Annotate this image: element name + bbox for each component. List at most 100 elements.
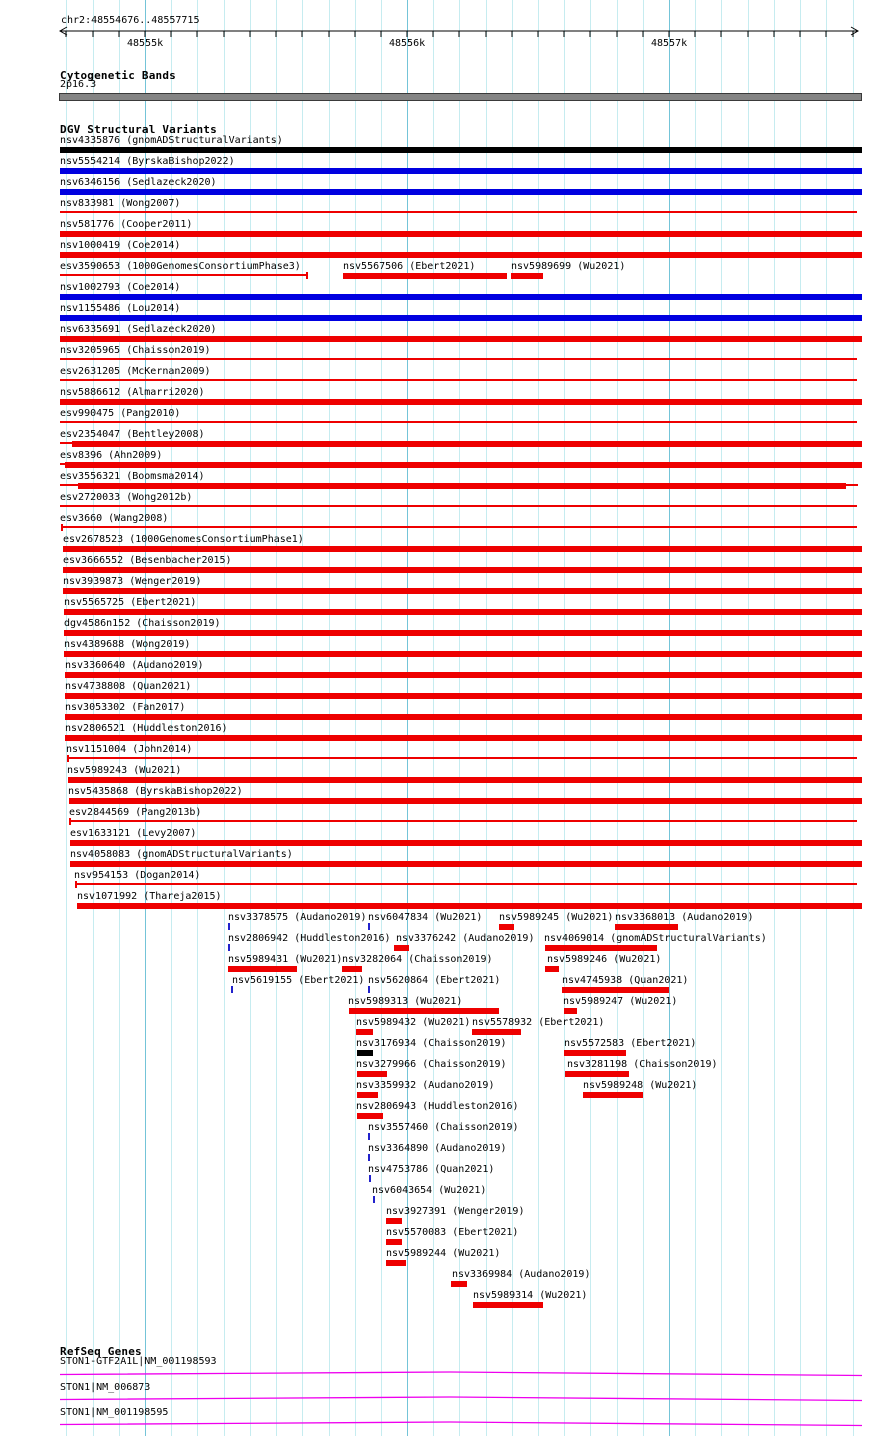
variant-label[interactable]: nsv833981 (Wong2007) bbox=[60, 198, 181, 209]
variant-label[interactable]: esv3660 (Wang2008) bbox=[60, 513, 169, 524]
variant-bar[interactable] bbox=[65, 735, 862, 741]
variant-bar[interactable] bbox=[511, 273, 543, 279]
variant-bar[interactable] bbox=[63, 567, 862, 573]
variant-bar[interactable] bbox=[356, 1029, 373, 1035]
variant-bar[interactable] bbox=[63, 546, 862, 552]
variant-label[interactable]: nsv5619155 (Ebert2021) bbox=[232, 975, 365, 986]
variant-bar[interactable] bbox=[368, 1133, 370, 1140]
variant-bar[interactable] bbox=[60, 358, 857, 360]
variant-bar[interactable] bbox=[60, 505, 857, 507]
variant-bar[interactable] bbox=[343, 273, 507, 279]
variant-bar[interactable] bbox=[583, 1092, 643, 1098]
transcript-label[interactable]: STON1|NM_001198595 bbox=[60, 1407, 169, 1418]
variant-label[interactable]: esv2354047 (Bentley2008) bbox=[60, 429, 205, 440]
transcript-label[interactable]: STON1|NM_006873 bbox=[60, 1382, 151, 1393]
variant-bar[interactable] bbox=[60, 379, 857, 381]
variant-bar[interactable] bbox=[60, 274, 306, 276]
variant-label[interactable]: nsv3282064 (Chaisson2019) bbox=[342, 954, 493, 965]
variant-bar[interactable] bbox=[394, 945, 409, 951]
variant-label[interactable]: nsv5565725 (Ebert2021) bbox=[64, 597, 197, 608]
variant-bar[interactable] bbox=[342, 966, 362, 972]
variant-label[interactable]: nsv5989314 (Wu2021) bbox=[473, 1290, 588, 1301]
transcript-line[interactable] bbox=[59, 1371, 863, 1377]
variant-bar[interactable] bbox=[368, 923, 370, 930]
variant-bar[interactable] bbox=[228, 944, 230, 951]
variant-label[interactable]: nsv3279966 (Chaisson2019) bbox=[356, 1059, 507, 1070]
variant-bar[interactable] bbox=[60, 252, 862, 258]
variant-bar[interactable] bbox=[565, 1071, 629, 1077]
variant-label[interactable]: nsv954153 (Dogan2014) bbox=[74, 870, 201, 881]
variant-bar[interactable] bbox=[65, 672, 862, 678]
variant-label[interactable]: esv2631205 (McKernan2009) bbox=[60, 366, 211, 377]
variant-bar[interactable] bbox=[75, 881, 77, 888]
variant-bar[interactable] bbox=[60, 231, 862, 237]
variant-bar[interactable] bbox=[67, 755, 69, 762]
variant-bar[interactable] bbox=[473, 1302, 543, 1308]
variant-label[interactable]: nsv5620864 (Ebert2021) bbox=[368, 975, 501, 986]
variant-label[interactable]: nsv5989699 (Wu2021) bbox=[511, 261, 626, 272]
variant-label[interactable]: nsv581776 (Cooper2011) bbox=[60, 219, 193, 230]
variant-bar[interactable] bbox=[368, 1154, 370, 1161]
variant-bar[interactable] bbox=[67, 757, 857, 759]
variant-label[interactable]: nsv5554214 (ByrskaBishop2022) bbox=[60, 156, 235, 167]
variant-bar[interactable] bbox=[60, 294, 862, 300]
variant-label[interactable]: nsv3927391 (Wenger2019) bbox=[386, 1206, 525, 1217]
variant-label[interactable]: esv2678523 (1000GenomesConsortiumPhase1) bbox=[63, 534, 304, 545]
variant-label[interactable]: nsv1151004 (John2014) bbox=[66, 744, 193, 755]
cytoband-bar[interactable] bbox=[59, 93, 862, 101]
variant-label[interactable]: esv990475 (Pang2010) bbox=[60, 408, 181, 419]
variant-bar[interactable] bbox=[60, 168, 862, 174]
variant-label[interactable]: nsv5989431 (Wu2021) bbox=[228, 954, 343, 965]
variant-bar[interactable] bbox=[63, 588, 862, 594]
ruler[interactable] bbox=[0, 0, 890, 60]
variant-bar[interactable] bbox=[61, 524, 63, 531]
variant-bar[interactable] bbox=[499, 924, 514, 930]
variant-bar[interactable] bbox=[60, 211, 857, 213]
variant-bar[interactable] bbox=[60, 484, 78, 486]
variant-label[interactable]: nsv2806943 (Huddleston2016) bbox=[356, 1101, 519, 1112]
variant-bar[interactable] bbox=[60, 442, 72, 444]
variant-label[interactable]: nsv5989313 (Wu2021) bbox=[348, 996, 463, 1007]
variant-bar[interactable] bbox=[451, 1281, 467, 1287]
variant-bar[interactable] bbox=[357, 1113, 383, 1119]
variant-bar[interactable] bbox=[60, 336, 862, 342]
variant-label[interactable]: nsv3205965 (Chaisson2019) bbox=[60, 345, 211, 356]
variant-label[interactable]: nsv5578932 (Ebert2021) bbox=[472, 1017, 605, 1028]
variant-label[interactable]: nsv1002793 (Coe2014) bbox=[60, 282, 181, 293]
variant-label[interactable]: esv3590653 (1000GenomesConsortiumPhase3) bbox=[60, 261, 301, 272]
variant-label[interactable]: esv3666552 (Besenbacher2015) bbox=[63, 555, 232, 566]
variant-label[interactable]: nsv4058083 (gnomADStructuralVariants) bbox=[70, 849, 293, 860]
variant-bar[interactable] bbox=[369, 1175, 371, 1182]
variant-label[interactable]: nsv1155486 (Lou2014) bbox=[60, 303, 181, 314]
variant-bar[interactable] bbox=[70, 861, 862, 867]
variant-bar[interactable] bbox=[349, 1008, 499, 1014]
variant-bar[interactable] bbox=[386, 1239, 402, 1245]
variant-bar[interactable] bbox=[60, 147, 862, 153]
variant-bar[interactable] bbox=[65, 693, 862, 699]
variant-label[interactable]: nsv5435868 (ByrskaBishop2022) bbox=[68, 786, 243, 797]
variant-label[interactable]: nsv5886612 (Almarri2020) bbox=[60, 387, 205, 398]
variant-label[interactable]: nsv5989246 (Wu2021) bbox=[547, 954, 662, 965]
variant-label[interactable]: nsv5567506 (Ebert2021) bbox=[343, 261, 476, 272]
variant-bar[interactable] bbox=[368, 986, 370, 993]
variant-bar[interactable] bbox=[228, 923, 230, 930]
variant-label[interactable]: nsv3368013 (Audano2019) bbox=[615, 912, 754, 923]
variant-bar[interactable] bbox=[60, 399, 862, 405]
variant-label[interactable]: esv8396 (Ahn2009) bbox=[60, 450, 163, 461]
variant-label[interactable]: nsv5989432 (Wu2021) bbox=[356, 1017, 471, 1028]
variant-label[interactable]: nsv5989243 (Wu2021) bbox=[67, 765, 182, 776]
variant-bar[interactable] bbox=[69, 798, 862, 804]
variant-label[interactable]: nsv3364890 (Audano2019) bbox=[368, 1143, 507, 1154]
variant-label[interactable]: nsv1000419 (Coe2014) bbox=[60, 240, 181, 251]
variant-label[interactable]: nsv3281198 (Chaisson2019) bbox=[567, 1059, 718, 1070]
variant-bar[interactable] bbox=[65, 462, 862, 468]
variant-label[interactable]: dgv4586n152 (Chaisson2019) bbox=[64, 618, 221, 629]
variant-label[interactable]: nsv5989244 (Wu2021) bbox=[386, 1248, 501, 1259]
variant-bar[interactable] bbox=[228, 966, 297, 972]
variant-bar[interactable] bbox=[60, 315, 862, 321]
variant-bar[interactable] bbox=[65, 714, 862, 720]
variant-bar[interactable] bbox=[373, 1196, 375, 1203]
variant-bar[interactable] bbox=[564, 1050, 626, 1056]
variant-bar[interactable] bbox=[78, 483, 846, 489]
transcript-label[interactable]: STON1-GTF2A1L|NM_001198593 bbox=[60, 1356, 217, 1367]
